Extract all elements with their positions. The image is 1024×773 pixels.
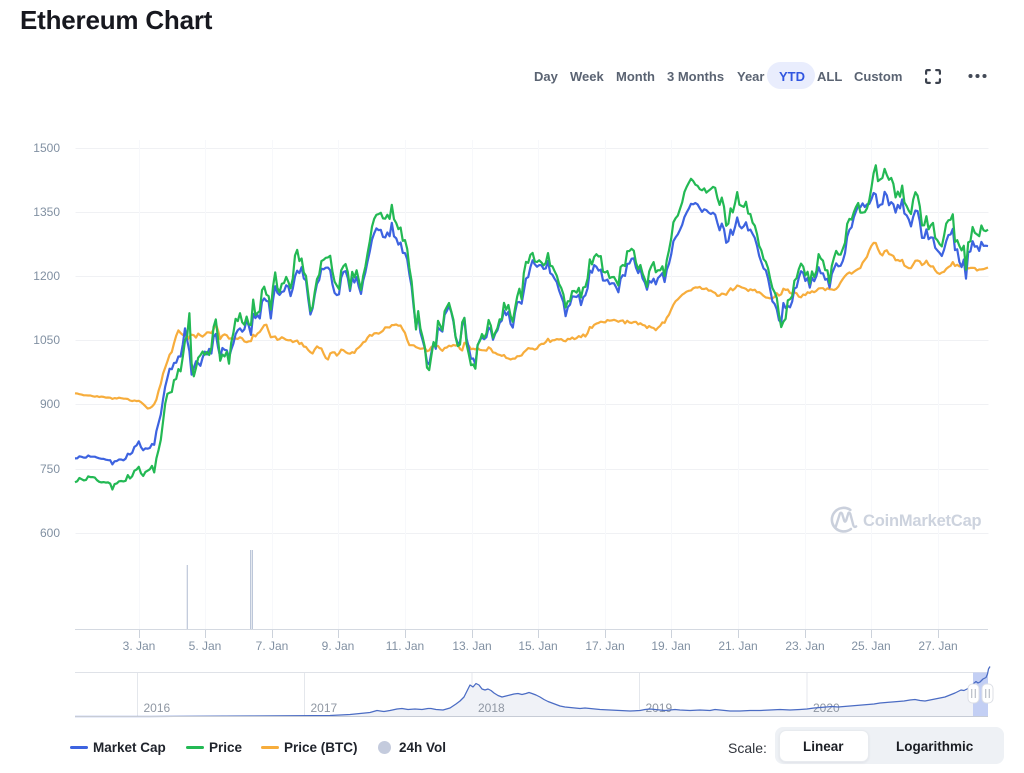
svg-text:2019: 2019 <box>646 701 673 715</box>
svg-text:19. Jan: 19. Jan <box>651 639 690 653</box>
svg-text:1350: 1350 <box>33 205 60 219</box>
svg-text:23. Jan: 23. Jan <box>785 639 824 653</box>
svg-text:3. Jan: 3. Jan <box>123 639 156 653</box>
svg-text:25. Jan: 25. Jan <box>851 639 890 653</box>
svg-text:2016: 2016 <box>144 701 171 715</box>
svg-text:600: 600 <box>40 526 60 540</box>
svg-text:2018: 2018 <box>478 701 505 715</box>
svg-text:CoinMarketCap: CoinMarketCap <box>863 512 982 530</box>
svg-text:750: 750 <box>40 462 60 476</box>
svg-text:21. Jan: 21. Jan <box>718 639 757 653</box>
svg-text:1200: 1200 <box>33 269 60 283</box>
svg-text:7. Jan: 7. Jan <box>256 639 289 653</box>
svg-text:27. Jan: 27. Jan <box>918 639 957 653</box>
svg-text:1500: 1500 <box>33 141 60 155</box>
svg-text:5. Jan: 5. Jan <box>189 639 222 653</box>
svg-text:11. Jan: 11. Jan <box>386 639 424 653</box>
svg-text:13. Jan: 13. Jan <box>452 639 491 653</box>
svg-text:9. Jan: 9. Jan <box>322 639 355 653</box>
svg-text:17. Jan: 17. Jan <box>585 639 624 653</box>
svg-text:900: 900 <box>40 397 60 411</box>
svg-text:2020: 2020 <box>813 701 840 715</box>
svg-text:2017: 2017 <box>311 701 338 715</box>
svg-text:15. Jan: 15. Jan <box>518 639 557 653</box>
svg-text:1050: 1050 <box>33 333 60 347</box>
